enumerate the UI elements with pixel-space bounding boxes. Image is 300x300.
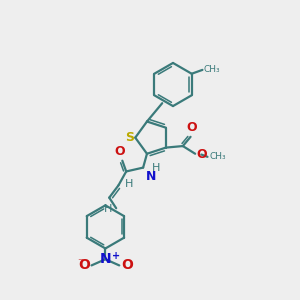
Text: O: O bbox=[78, 258, 90, 272]
Text: H: H bbox=[152, 164, 161, 173]
Text: CH₃: CH₃ bbox=[203, 65, 220, 74]
Text: N: N bbox=[146, 170, 156, 183]
Text: O: O bbox=[121, 258, 133, 272]
Text: +: + bbox=[112, 251, 120, 261]
Text: O: O bbox=[115, 145, 125, 158]
Text: CH₃: CH₃ bbox=[209, 152, 226, 161]
Text: N: N bbox=[100, 252, 111, 266]
Text: ⁻: ⁻ bbox=[77, 257, 83, 267]
Text: H: H bbox=[104, 204, 113, 214]
Text: S: S bbox=[125, 131, 134, 144]
Text: O: O bbox=[186, 121, 196, 134]
Text: H: H bbox=[124, 179, 133, 189]
Text: O: O bbox=[197, 148, 207, 161]
